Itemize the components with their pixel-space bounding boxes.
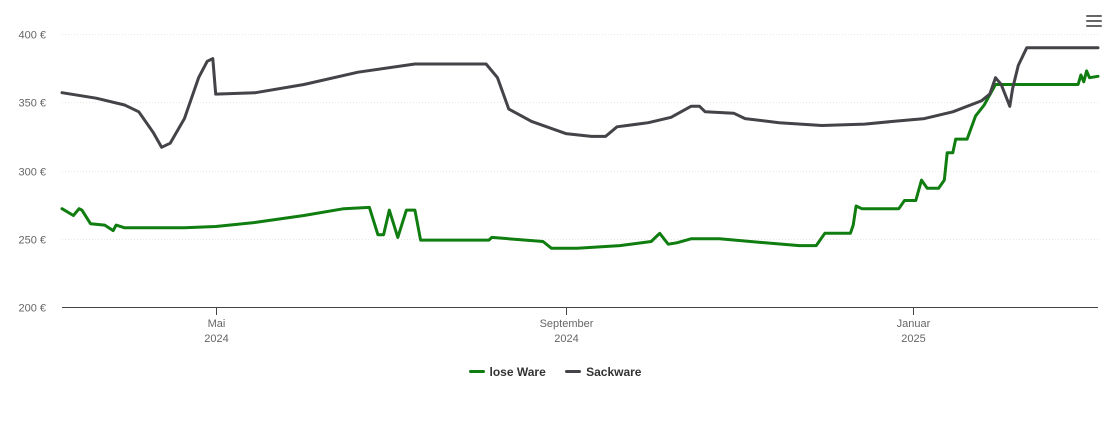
y-tick-label: 400 € xyxy=(18,30,46,42)
series-line-sackware[interactable] xyxy=(60,46,1100,149)
y-tick-label: 200 € xyxy=(18,303,46,315)
series-line-lose-ware[interactable] xyxy=(60,69,1100,250)
x-tick-label-month: Mai xyxy=(208,318,226,330)
x-tick-label-year: 2024 xyxy=(204,333,228,345)
chart-legend: lose Ware Sackware xyxy=(0,362,1110,379)
y-tick-label: 300 € xyxy=(18,167,46,179)
line-chart: 200 € 250 € 300 € 350 € 400 € Mai 2024 Septemb… xyxy=(18,30,1100,345)
hamburger-menu-icon xyxy=(1086,15,1102,17)
y-tick-label: 250 € xyxy=(18,235,46,247)
x-tick-label-month: Januar xyxy=(897,318,931,330)
legend-label-lose-ware: lose Ware xyxy=(489,364,546,379)
legend-label-sackware: Sackware xyxy=(586,364,642,379)
legend-swatch-lose-ware xyxy=(468,370,485,373)
hamburger-menu-icon-bar xyxy=(1086,20,1102,22)
grid-lines xyxy=(62,34,1098,240)
x-axis xyxy=(62,307,1098,315)
x-tick-label-year: 2025 xyxy=(901,333,925,345)
x-tick-label-year: 2024 xyxy=(554,333,578,345)
x-tick-label-month: September xyxy=(540,318,594,330)
chart-menu-button[interactable] xyxy=(1082,12,1106,32)
legend-item-lose-ware[interactable]: lose Ware xyxy=(468,364,546,379)
series-lines xyxy=(60,46,1100,250)
x-axis-labels: Mai 2024 September 2024 Januar 2025 xyxy=(204,318,930,345)
y-axis-labels: 200 € 250 € 300 € 350 € 400 € xyxy=(18,30,46,315)
hamburger-menu-icon-bar xyxy=(1086,25,1102,27)
legend-swatch-sackware xyxy=(565,370,582,373)
y-tick-label: 350 € xyxy=(18,98,46,110)
legend-item-sackware[interactable]: Sackware xyxy=(565,365,641,379)
